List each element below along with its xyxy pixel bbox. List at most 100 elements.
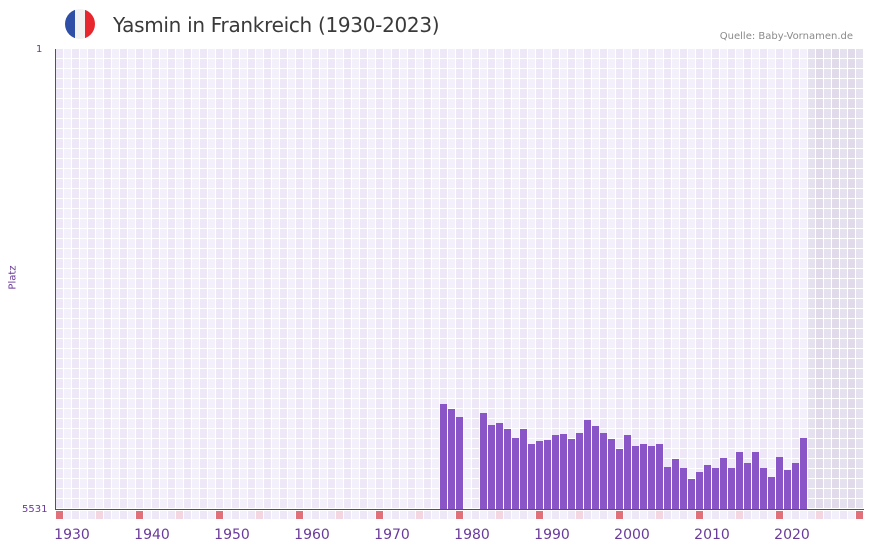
rank-bar[interactable]: [520, 429, 527, 509]
grid-cell: [288, 49, 295, 58]
rank-bar[interactable]: [488, 425, 495, 509]
grid-cell: [736, 269, 743, 278]
grid-cell: [56, 269, 63, 278]
grid-cell: [72, 179, 79, 188]
grid-cell: [704, 209, 711, 218]
grid-cell: [552, 149, 559, 158]
grid-cell: [672, 259, 679, 268]
grid-cell: [784, 249, 791, 258]
rank-bar[interactable]: [672, 459, 679, 509]
rank-bar[interactable]: [568, 439, 575, 509]
grid-cell: [440, 309, 447, 318]
grid-cell: [416, 399, 423, 408]
grid-cell: [128, 429, 135, 438]
rank-bar[interactable]: [512, 438, 519, 509]
grid-cell: [528, 109, 535, 118]
rank-bar[interactable]: [640, 444, 647, 509]
year-column: [456, 49, 464, 509]
rank-bar[interactable]: [480, 413, 487, 509]
grid-cell: [568, 269, 575, 278]
grid-cell: [312, 449, 319, 458]
grid-cell: [224, 379, 231, 388]
grid-cell: [536, 409, 543, 418]
rank-bar[interactable]: [648, 446, 655, 509]
rank-bar[interactable]: [696, 472, 703, 509]
grid-cell: [424, 139, 431, 148]
rank-bar[interactable]: [440, 404, 447, 509]
grid-cell: [240, 309, 247, 318]
grid-cell: [448, 319, 455, 328]
grid-cell: [664, 439, 671, 448]
rank-bar[interactable]: [752, 452, 759, 509]
rank-bar[interactable]: [528, 444, 535, 509]
grid-cell: [168, 219, 175, 228]
x-tick-label: 2000: [614, 527, 650, 543]
grid-cell: [120, 299, 127, 308]
rank-bar[interactable]: [448, 409, 455, 509]
grid-cell: [320, 399, 327, 408]
grid-cell: [368, 289, 375, 298]
grid-cell: [368, 189, 375, 198]
grid-cell: [352, 189, 359, 198]
rank-bar[interactable]: [784, 470, 791, 509]
grid-cell: [824, 449, 831, 458]
grid-cell: [808, 469, 815, 478]
rank-bar[interactable]: [760, 468, 767, 509]
rank-bar[interactable]: [680, 468, 687, 509]
rank-bar[interactable]: [616, 449, 623, 509]
rank-bar[interactable]: [504, 429, 511, 509]
rank-bar[interactable]: [720, 458, 727, 509]
rank-bar[interactable]: [800, 438, 807, 509]
rank-bar[interactable]: [584, 420, 591, 509]
grid-cell: [696, 439, 703, 448]
rank-bar[interactable]: [776, 457, 783, 509]
rank-bar[interactable]: [576, 433, 583, 509]
grid-cell: [384, 229, 391, 238]
rank-bar[interactable]: [560, 434, 567, 509]
grid-cell: [256, 369, 263, 378]
grid-cell: [184, 129, 191, 138]
grid-cell: [312, 379, 319, 388]
grid-cell: [168, 389, 175, 398]
rank-bar[interactable]: [712, 468, 719, 509]
grid-cell: [808, 449, 815, 458]
rank-bar[interactable]: [600, 433, 607, 509]
year-column: [408, 49, 416, 509]
rank-bar[interactable]: [656, 444, 663, 509]
rank-bar[interactable]: [728, 468, 735, 509]
rank-bar[interactable]: [496, 423, 503, 509]
grid-cell: [176, 49, 183, 58]
rank-bar[interactable]: [592, 426, 599, 509]
rank-bar[interactable]: [456, 417, 463, 509]
year-column: [440, 49, 448, 509]
grid-cell: [664, 319, 671, 328]
rank-bar[interactable]: [536, 441, 543, 509]
rank-bar[interactable]: [552, 435, 559, 509]
grid-cell: [736, 329, 743, 338]
grid-cell: [144, 59, 151, 68]
rank-bar[interactable]: [664, 467, 671, 509]
grid-cell: [568, 279, 575, 288]
grid-cell: [152, 449, 159, 458]
grid-cell: [304, 169, 311, 178]
rank-bar[interactable]: [792, 463, 799, 509]
rank-bar[interactable]: [624, 435, 631, 509]
rank-bar[interactable]: [608, 439, 615, 509]
rank-bar[interactable]: [704, 465, 711, 509]
grid-cell: [328, 79, 335, 88]
grid-cell: [344, 69, 351, 78]
grid-cell: [304, 459, 311, 468]
grid-cell: [680, 409, 687, 418]
rank-bar[interactable]: [736, 452, 743, 509]
rank-bar[interactable]: [632, 446, 639, 509]
rank-bar[interactable]: [768, 477, 775, 509]
source-link[interactable]: Quelle: Baby-Vornamen.de: [719, 31, 853, 42]
rank-bar[interactable]: [744, 463, 751, 509]
year-marker: [232, 511, 239, 519]
grid-cell: [224, 169, 231, 178]
rank-bar[interactable]: [688, 479, 695, 509]
grid-cell: [304, 279, 311, 288]
grid-cell: [552, 229, 559, 238]
rank-bar[interactable]: [544, 440, 551, 509]
grid-cell: [312, 499, 319, 508]
